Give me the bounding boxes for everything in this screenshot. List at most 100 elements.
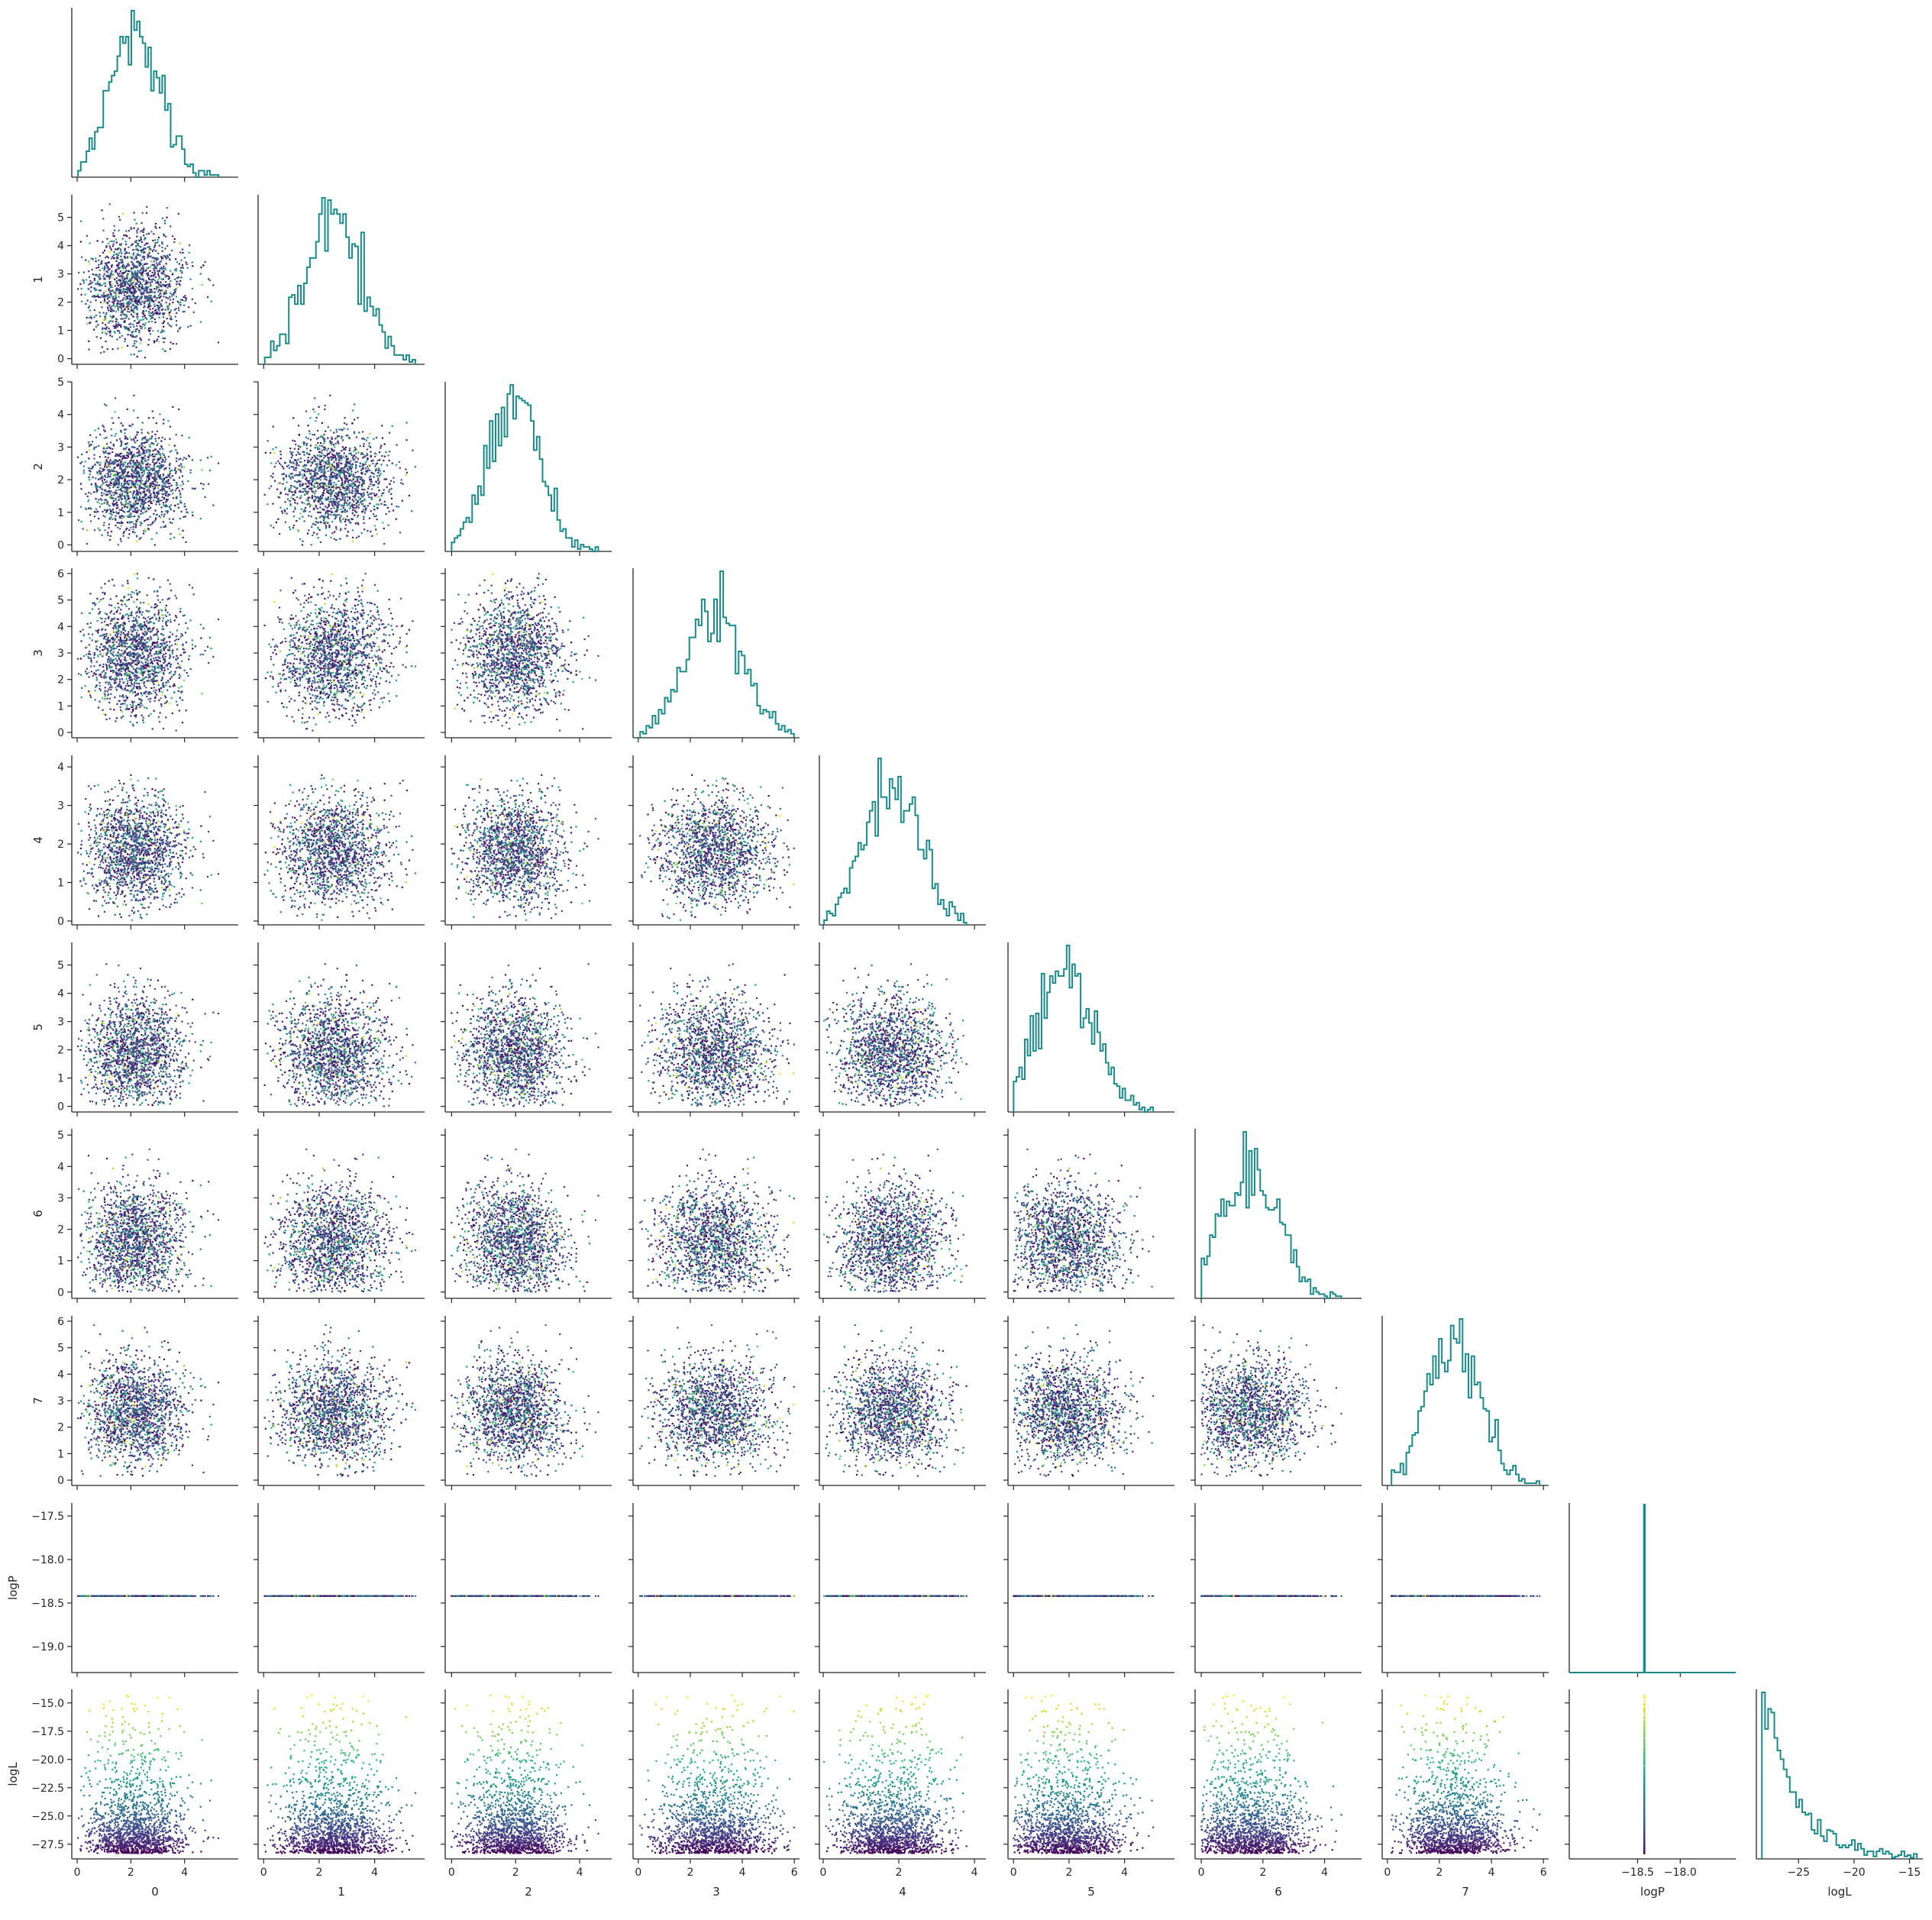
- scatter-point: [121, 335, 123, 337]
- scatter-point: [126, 257, 128, 258]
- scatter-point: [115, 270, 117, 272]
- scatter-point: [108, 527, 109, 528]
- scatter-point: [118, 293, 120, 294]
- scatter-point: [115, 323, 117, 325]
- scatter-point: [104, 266, 105, 267]
- scatter-point: [123, 290, 124, 292]
- scatter-point: [176, 320, 177, 322]
- scatter-point: [174, 269, 176, 270]
- scatter-point: [111, 264, 113, 266]
- scatter-point: [133, 276, 134, 278]
- scatter-point: [111, 256, 113, 257]
- scatter-point: [151, 279, 153, 280]
- scatter-point: [179, 302, 181, 303]
- scatter-point: [98, 276, 99, 277]
- scatter-point: [119, 475, 121, 477]
- scatter-point: [155, 340, 157, 341]
- scatter-point: [176, 283, 177, 285]
- scatter-point: [162, 243, 163, 244]
- y-tick-label: 4: [57, 409, 64, 422]
- panel-0-vs-0: [72, 8, 238, 182]
- scatter-point: [151, 257, 153, 258]
- scatter-point: [103, 452, 105, 454]
- scatter-point: [104, 479, 105, 480]
- scatter-point: [91, 318, 92, 319]
- scatter-point: [119, 267, 121, 268]
- scatter-point: [117, 265, 118, 267]
- scatter-point: [109, 539, 111, 541]
- scatter-point: [109, 476, 111, 477]
- scatter-point: [180, 511, 182, 512]
- scatter-point: [176, 286, 178, 288]
- scatter-point: [133, 395, 134, 396]
- scatter-point: [173, 519, 174, 520]
- y-tick-label: 2: [57, 474, 64, 486]
- scatter-point: [119, 291, 121, 293]
- scatter-point: [126, 286, 128, 288]
- scatter-point: [108, 331, 110, 332]
- scatter-point: [152, 251, 153, 252]
- scatter-point: [142, 265, 144, 267]
- scatter-point: [133, 438, 134, 440]
- scatter-point: [155, 441, 157, 442]
- scatter-point: [141, 510, 142, 512]
- scatter-point: [163, 475, 164, 477]
- scatter-point: [160, 256, 162, 257]
- scatter-point: [150, 327, 151, 328]
- scatter-point: [136, 230, 137, 231]
- scatter-point: [118, 254, 119, 256]
- scatter-point: [86, 543, 88, 545]
- scatter-point: [113, 257, 115, 259]
- scatter-point: [144, 251, 145, 253]
- scatter-point: [152, 311, 153, 312]
- scatter-point: [118, 296, 119, 298]
- scatter-point: [134, 219, 135, 221]
- scatter-point: [161, 247, 163, 248]
- scatter-point: [110, 320, 111, 322]
- scatter-point: [141, 260, 142, 261]
- scatter-point: [134, 241, 136, 243]
- scatter-point: [89, 280, 91, 282]
- scatter-point: [99, 503, 100, 504]
- scatter-point: [118, 309, 119, 311]
- scatter-point: [117, 273, 118, 274]
- scatter-point: [101, 285, 102, 286]
- scatter-point: [101, 294, 102, 296]
- scatter-point: [152, 330, 153, 331]
- scatter-point: [116, 477, 118, 479]
- scatter-point: [151, 321, 153, 322]
- scatter-point: [88, 307, 89, 309]
- scatter-point: [174, 309, 176, 311]
- scatter-point: [164, 220, 166, 221]
- scatter-point: [152, 272, 153, 273]
- scatter-point: [195, 302, 196, 304]
- scatter-point: [122, 299, 124, 301]
- scatter-point: [145, 481, 147, 483]
- scatter-point: [137, 356, 138, 357]
- scatter-point: [93, 295, 95, 296]
- scatter-point: [124, 294, 125, 296]
- scatter-point: [156, 288, 157, 289]
- scatter-point: [165, 309, 166, 310]
- scatter-point: [148, 321, 150, 322]
- scatter-point: [102, 331, 103, 333]
- scatter-point: [120, 251, 121, 252]
- scatter-point: [102, 322, 103, 324]
- scatter-point: [161, 290, 163, 292]
- scatter-point: [99, 462, 101, 464]
- scatter-point: [179, 251, 181, 253]
- scatter-point: [208, 278, 209, 280]
- scatter-point: [99, 315, 101, 317]
- scatter-point: [134, 343, 135, 344]
- scatter-point: [80, 483, 82, 484]
- scatter-point: [179, 490, 180, 491]
- scatter-point: [189, 279, 191, 280]
- scatter-point: [169, 486, 170, 487]
- scatter-point: [133, 280, 134, 281]
- scatter-point: [149, 301, 150, 302]
- scatter-point: [157, 313, 158, 315]
- scatter-point: [182, 299, 183, 301]
- scatter-point: [99, 270, 101, 271]
- scatter-point: [137, 313, 138, 315]
- scatter-point: [117, 330, 118, 331]
